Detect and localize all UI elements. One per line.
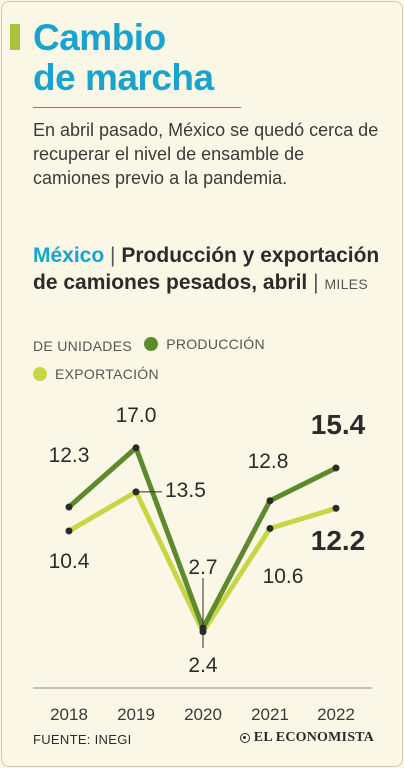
data-point-production-2022 (332, 464, 340, 472)
legend-item-export: EXPORTACIÓN (33, 360, 159, 388)
legend-dot-production (144, 337, 159, 351)
data-point-export-2018 (65, 527, 73, 535)
chart-title-country: México (33, 244, 105, 267)
data-point-export-2021 (266, 524, 274, 532)
headline: Cambio de marcha (33, 18, 363, 98)
legend-item-production: PRODUCCIÓN (136, 330, 265, 358)
intro-text: En abril pasado, México se quedó cerca d… (33, 120, 379, 188)
chart-title-units-separator: | (313, 271, 319, 294)
chart-title-part1: Producción (121, 244, 237, 267)
data-label-production-2018: 12.3 (49, 444, 90, 467)
legend-dot-export (33, 367, 47, 381)
data-point-production-2018 (65, 503, 73, 511)
x-tick-label-2018: 2018 (50, 705, 88, 724)
legend-row2: EXPORTACIÓN (33, 360, 383, 390)
accent-bar (10, 24, 20, 50)
chart-units-line2: DE UNIDADES (33, 338, 132, 354)
data-label-production-2020: 2.7 (188, 556, 217, 579)
data-point-export-2022 (332, 504, 340, 512)
legend-label-export: EXPORTACIÓN (55, 366, 159, 382)
chart-units-line1: MILES (324, 276, 368, 292)
chart-legend: DE UNIDADES PRODUCCIÓN EXPORTACIÓN (33, 330, 383, 390)
data-label-export-2021: 10.6 (263, 565, 304, 588)
data-label-production-2019: 17.0 (116, 404, 157, 427)
brand-mark-icon (239, 733, 250, 743)
x-tick-label-2022: 2022 (317, 705, 355, 724)
data-label-production-2021: 12.8 (248, 450, 289, 473)
brand-logo: EL ECONOMISTA (239, 730, 374, 746)
data-label-export-2019: 13.5 (165, 479, 206, 502)
data-label-export-2022: 12.2 (311, 525, 366, 556)
chart-title: México | Producción y exportación de cam… (33, 242, 383, 298)
source-note: FUENTE: INEGI (33, 732, 132, 747)
data-label-export-2018: 10.4 (49, 550, 90, 573)
data-point-production-2019 (132, 444, 140, 452)
x-tick-label-2021: 2021 (251, 705, 289, 724)
data-label-export-2020: 2.4 (188, 654, 218, 677)
headline-rule (33, 107, 241, 108)
line-chart: 12.3 17.0 2.7 12.8 15.4 10.4 13.5 2.4 10.6 12.2 20… (33, 404, 372, 724)
headline-line1: Cambio (33, 17, 166, 58)
headline-line2: de marcha (33, 57, 214, 98)
chart-title-part2: y exportación de camiones pesados, abril (33, 244, 380, 294)
data-point-production-2021 (266, 497, 274, 505)
brand-name: EL ECONOMISTA (253, 730, 374, 745)
x-tick-label-2020: 2020 (184, 705, 222, 724)
data-label-production-2022: 15.4 (311, 409, 366, 440)
legend-label-production: PRODUCCIÓN (166, 336, 265, 352)
x-tick-label-2019: 2019 (117, 705, 155, 724)
chart-title-separator: | (110, 244, 116, 267)
